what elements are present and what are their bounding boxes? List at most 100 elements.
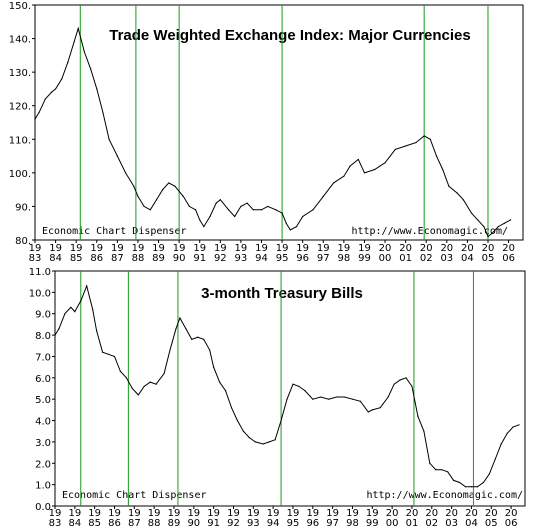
x-tick-label-century: 20	[379, 243, 392, 254]
x-tick-label-year: 94	[267, 518, 280, 529]
data-point	[448, 185, 450, 187]
x-tick-label-century: 19	[214, 243, 227, 254]
x-tick-label-year: 95	[276, 253, 289, 264]
data-point	[254, 441, 256, 443]
data-point	[394, 148, 396, 150]
y-tick-label: 140.	[9, 35, 31, 46]
data-point	[456, 192, 458, 194]
data-point	[185, 328, 187, 330]
data-point	[83, 51, 86, 53]
data-point	[77, 27, 79, 30]
x-tick-label-century: 20	[502, 243, 515, 254]
plot-frame	[54, 270, 526, 507]
data-point	[503, 222, 506, 224]
x-tick-label-century: 19	[70, 243, 83, 254]
data-point	[199, 219, 201, 221]
x-tick-label-century: 20	[465, 508, 478, 519]
data-point	[86, 285, 88, 287]
data-point	[107, 353, 110, 355]
footer-right-label: http://www.Economagic.com/	[351, 226, 508, 237]
y-tick-label: 11.0	[29, 267, 51, 278]
x-tick-label-century: 19	[29, 243, 42, 254]
data-point	[168, 182, 170, 184]
data-point	[61, 78, 63, 80]
data-point	[286, 398, 288, 400]
x-tick-label-century: 19	[88, 508, 101, 519]
data-point	[464, 486, 467, 488]
x-tick-label-century: 19	[287, 508, 300, 519]
data-point	[343, 175, 345, 177]
x-tick-label-year: 05	[482, 253, 495, 264]
data-point	[302, 215, 304, 218]
data-point	[133, 185, 135, 187]
x-tick-label-century: 20	[482, 243, 495, 254]
data-point	[289, 229, 291, 231]
y-tick-label: 10.0	[29, 288, 51, 299]
data-point	[197, 336, 199, 338]
data-point	[476, 486, 479, 488]
data-point	[124, 172, 127, 174]
data-point	[384, 162, 386, 164]
data-point	[162, 189, 164, 191]
data-point	[363, 172, 366, 174]
data-point	[399, 379, 401, 381]
x-tick-label-year: 87	[128, 518, 141, 529]
x-tick-label-century: 19	[358, 243, 371, 254]
data-point	[54, 334, 56, 336]
x-tick-label-year: 94	[255, 253, 268, 264]
x-tick-label-year: 02	[425, 518, 438, 529]
data-point	[174, 185, 176, 187]
data-point	[336, 396, 338, 398]
exchange-index-panel: Trade Weighted Exchange Index: Major Cur…	[9, 1, 524, 264]
data-point	[477, 219, 479, 221]
x-tick-label-year: 93	[247, 518, 260, 529]
data-point	[73, 41, 75, 43]
data-point	[149, 209, 151, 211]
data-point	[506, 432, 508, 434]
data-point	[488, 473, 490, 475]
data-point	[203, 338, 205, 340]
x-tick-label-year: 88	[148, 518, 161, 529]
data-point	[113, 355, 116, 358]
y-tick-label: 100.	[9, 169, 31, 180]
data-point	[96, 330, 98, 332]
data-point	[240, 205, 242, 208]
data-point	[54, 88, 57, 90]
x-tick-label-year: 84	[68, 518, 81, 529]
x-tick-label-century: 19	[317, 243, 330, 254]
x-tick-label-century: 19	[207, 508, 220, 519]
data-point	[203, 225, 205, 228]
x-tick-label-year: 97	[326, 518, 339, 529]
footer-left-label: Economic Chart Dispenser	[62, 490, 207, 501]
data-point	[252, 209, 254, 211]
y-tick-label: 3.0	[35, 438, 51, 449]
x-tick-label-year: 86	[108, 518, 121, 529]
data-point	[38, 111, 40, 114]
x-tick-label-century: 20	[485, 508, 498, 519]
data-point	[108, 138, 110, 140]
data-point	[497, 225, 499, 228]
x-tick-label-year: 96	[296, 253, 309, 264]
x-tick-label-year: 89	[152, 253, 165, 264]
y-tick-label: 110.	[9, 135, 31, 146]
data-point	[195, 209, 197, 211]
data-point	[462, 199, 464, 201]
x-tick-label-century: 19	[152, 243, 165, 254]
chart-title: Trade Weighted Exchange Index: Major Cur…	[109, 27, 471, 44]
x-tick-label-year: 03	[445, 518, 458, 529]
data-point	[179, 317, 181, 319]
data-point	[242, 430, 244, 432]
x-tick-label-century: 20	[399, 243, 412, 254]
x-tick-label-year: 91	[207, 518, 220, 529]
data-point	[234, 215, 236, 218]
x-tick-label-year: 92	[214, 253, 227, 264]
data-point	[219, 199, 221, 201]
data-point	[70, 306, 72, 308]
data-point	[64, 313, 66, 315]
y-tick-label: 5.0	[35, 395, 51, 406]
x-tick-label-year: 98	[337, 253, 350, 264]
x-tick-label-year: 00	[379, 253, 392, 264]
y-tick-label: 80.	[15, 236, 31, 247]
data-point	[482, 481, 484, 484]
